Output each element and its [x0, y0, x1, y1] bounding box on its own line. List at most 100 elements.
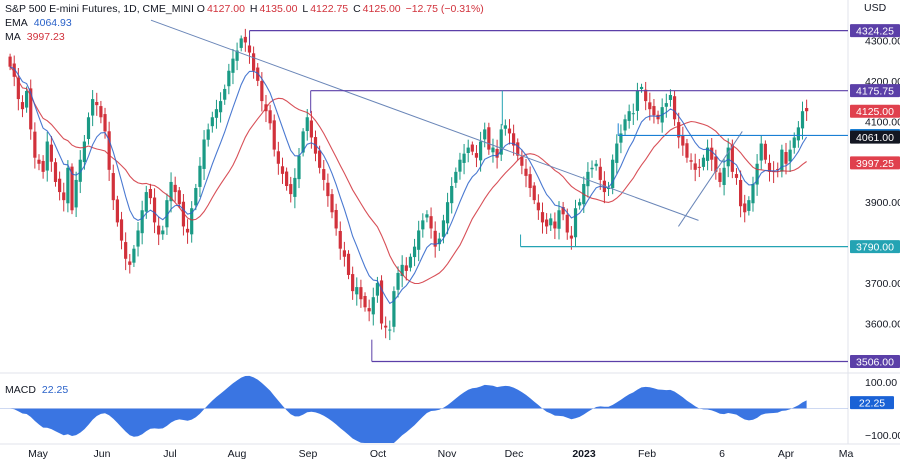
candle-body	[586, 171, 590, 187]
candle-body	[743, 203, 747, 213]
candle-body	[330, 194, 334, 213]
candle-body	[400, 264, 404, 277]
candle-body	[70, 166, 74, 211]
price-tick-label: 4100.00	[865, 116, 900, 128]
candle-body	[272, 120, 276, 150]
price-tag-bg	[850, 240, 900, 254]
ma-legend[interactable]: MA 3997.23	[5, 31, 65, 44]
candle-body	[627, 111, 631, 121]
candle-body	[198, 165, 202, 187]
candle-body	[268, 110, 272, 124]
candle-body	[99, 106, 103, 118]
price-tag-label: 3506.00	[856, 356, 894, 368]
candle-body	[128, 261, 132, 265]
candle-body	[132, 248, 136, 263]
time-tick-label: Apr	[778, 448, 795, 460]
candle-body	[293, 177, 297, 197]
candle-body	[652, 106, 656, 116]
candle-body	[289, 184, 293, 195]
macd-tag-bg	[850, 396, 894, 410]
macd-tag: 22.25	[850, 396, 894, 410]
trendline	[678, 131, 743, 227]
candle-body	[119, 219, 124, 241]
candle-body	[404, 265, 408, 271]
candle-body	[74, 179, 78, 208]
candle-body	[805, 108, 809, 112]
candle-body	[615, 143, 619, 163]
candle-body	[305, 117, 309, 132]
symbol-title: S&P 500 E-mini Futures, 1D, CME_MINI	[5, 3, 194, 15]
candle-body	[540, 212, 545, 223]
candle-body	[639, 86, 644, 90]
candle-body	[685, 143, 689, 158]
price-tag: 3506.00	[850, 354, 900, 368]
time-tick-label: Dec	[505, 448, 524, 460]
candle-body	[528, 174, 532, 189]
price-tag: 4324.25	[850, 24, 900, 38]
candle-body	[689, 160, 693, 162]
price-tag-bg	[850, 354, 900, 368]
candle-body	[152, 197, 157, 223]
candle-body	[644, 89, 648, 102]
price-tag-label: 4324.25	[856, 26, 894, 38]
candle-body	[417, 230, 421, 250]
candle-body	[478, 141, 483, 161]
candle-body	[710, 147, 714, 160]
candle-body	[648, 102, 652, 110]
candle-body	[714, 156, 718, 172]
candle-body	[62, 192, 66, 201]
candle-body	[309, 120, 313, 138]
candle-body	[553, 221, 557, 229]
candle-body	[784, 152, 788, 164]
candle-body	[780, 149, 784, 172]
candle-body	[507, 128, 512, 134]
candle-body	[379, 280, 384, 324]
time-tick-label: Nov	[438, 448, 457, 460]
candle-body	[322, 169, 326, 180]
candle-body	[590, 167, 594, 170]
candle-body	[371, 297, 375, 315]
candle-body	[107, 131, 111, 170]
ema-legend[interactable]: EMA 4064.93	[5, 17, 72, 30]
candle-body	[318, 150, 322, 168]
macd-tick-label: −100.00	[865, 430, 900, 442]
price-tag-label: 3790.00	[856, 242, 894, 254]
price-tag-label: 4175.75	[856, 86, 894, 98]
price-tag: 4125.00	[850, 104, 900, 118]
candle-body	[800, 111, 805, 129]
candle-body	[561, 207, 565, 215]
candle-body	[388, 329, 392, 331]
candle-body	[346, 253, 351, 275]
candle-body	[763, 143, 767, 160]
candle-body	[726, 147, 730, 167]
candle-body	[425, 214, 429, 218]
candle-body	[606, 188, 611, 190]
candle-body	[681, 135, 685, 146]
candle-body	[214, 109, 219, 118]
candle-body	[611, 159, 615, 189]
candle-body	[433, 230, 437, 247]
candle-body	[53, 162, 58, 182]
candle-body	[25, 90, 29, 108]
price-tag-bg	[850, 104, 900, 118]
candle-body	[474, 153, 479, 158]
candle-body	[503, 125, 507, 129]
macd-legend[interactable]: MACD 22.25	[5, 384, 68, 396]
time-tick-label: Jul	[163, 448, 176, 460]
title-legend: S&P 500 E-mini Futures, 1D, CME_MINI O 41…	[5, 3, 486, 16]
candle-body	[136, 230, 140, 247]
candle-body	[466, 147, 470, 153]
candle-body	[392, 291, 396, 327]
candle-body	[157, 225, 161, 235]
time-tick-label: Sep	[299, 448, 318, 460]
candle-body	[569, 235, 573, 239]
candle-body	[454, 171, 458, 183]
candle-body	[91, 99, 95, 116]
candle-body	[470, 144, 474, 152]
candle-body	[408, 256, 413, 268]
candle-body	[165, 200, 169, 228]
candle-body	[276, 151, 280, 164]
candle-body	[677, 122, 681, 138]
